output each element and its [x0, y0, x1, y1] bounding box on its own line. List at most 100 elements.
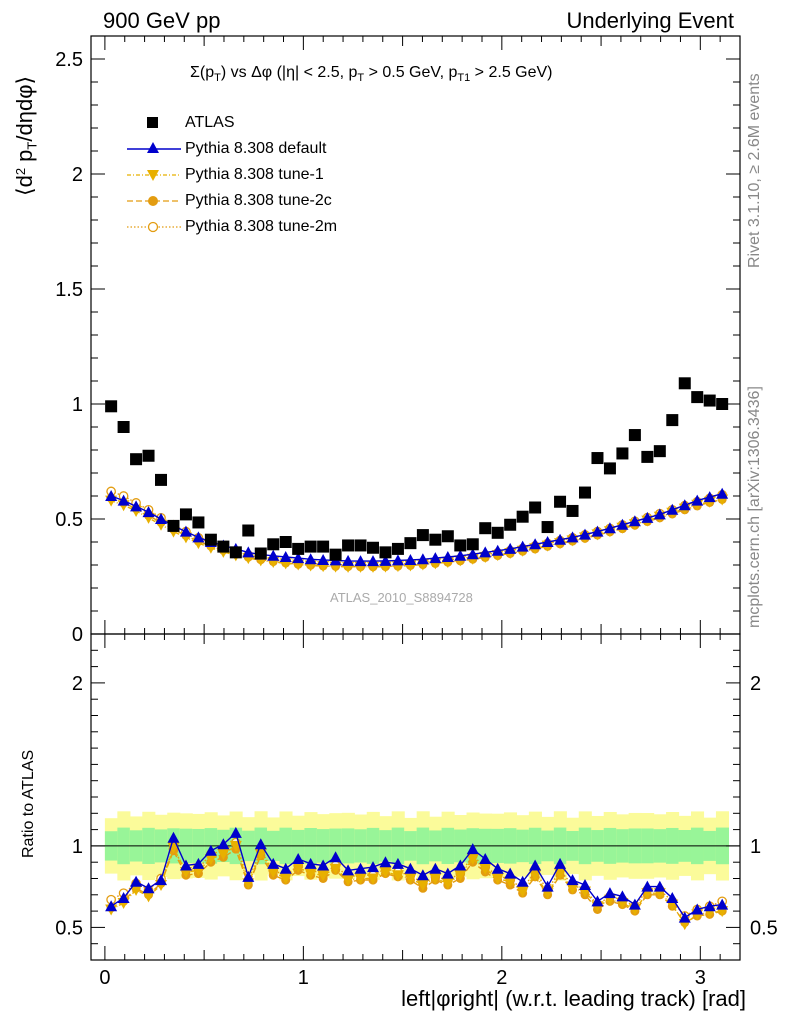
ratio-y-tick-label-right: 0.5	[750, 917, 778, 939]
ratio-data-point-s0	[317, 859, 330, 871]
main-data-point-s1	[616, 518, 629, 530]
ratio-data-point-s0	[491, 862, 504, 874]
legend-label-atlas: ATLAS	[185, 114, 235, 131]
main-data-point-s0	[267, 538, 280, 551]
ratio-data-point-s0	[578, 879, 591, 891]
ratio-y-axis-label: Ratio to ATLAS	[20, 749, 37, 858]
main-data-point-s1	[691, 494, 704, 506]
main-data-point-s0	[454, 539, 467, 552]
ratio-data-point-s0	[404, 862, 417, 874]
main-data-point-s1	[130, 500, 143, 512]
legend-open-circle-marker-icon	[125, 217, 185, 237]
main-data-point-s1	[566, 531, 579, 543]
plot-title-a-sub: T	[214, 72, 221, 85]
main-y-tick-label: 1.5	[55, 279, 83, 301]
main-data-point-s0	[603, 462, 616, 475]
ratio-data-point-s1	[454, 870, 467, 882]
main-data-point-s1	[391, 554, 404, 566]
legend-entry-atlas: ATLAS	[125, 110, 337, 136]
ratio-data-point-s1	[130, 884, 143, 896]
ratio-data-point-s0	[628, 898, 641, 910]
main-data-point-s1	[105, 490, 118, 501]
main-data-point-s0	[367, 541, 380, 554]
ratio-data-point-s0	[267, 857, 280, 869]
legend-down-triangle-marker-icon	[125, 165, 185, 185]
main-data-point-s1	[666, 503, 679, 515]
ratio-data-point-s1	[529, 870, 542, 882]
ratio-data-point-s0	[566, 874, 579, 886]
main-data-point-s1	[541, 536, 554, 547]
mcplots-label: mcplots.cern.ch [arXiv:1306.3436]	[746, 386, 763, 628]
ratio-data-point-s1	[367, 873, 380, 885]
main-data-point-s1	[292, 552, 305, 564]
ratio-data-point-s0	[242, 870, 255, 882]
ratio-data-point-s0	[603, 887, 616, 899]
main-data-point-s1	[441, 550, 454, 562]
main-data-point-s1	[342, 554, 355, 566]
main-data-point-s0	[242, 524, 255, 537]
main-data-point-s1	[653, 508, 666, 520]
main-data-point-s1	[454, 549, 467, 561]
ratio-data-point-s0	[279, 862, 292, 874]
main-data-point-s0	[142, 449, 155, 462]
main-data-point-s1	[504, 542, 517, 554]
ratio-data-point-s0	[529, 859, 542, 871]
main-data-point-s1	[516, 540, 529, 552]
ratio-data-point-s1	[217, 849, 230, 861]
ratio-data-point-s0	[304, 857, 317, 869]
rivet-version-label: Rivet 3.1.10, ≥ 2.6M events	[746, 73, 763, 268]
analysis-watermark: ATLAS_2010_S8894728	[330, 590, 473, 605]
main-data-point-s1	[267, 549, 280, 561]
main-data-point-s1	[578, 528, 591, 540]
ratio-data-point-s0	[117, 892, 130, 904]
ratio-data-point-s1	[391, 870, 404, 882]
main-data-point-s0	[317, 540, 330, 553]
main-y-axis-label: ⟨d2 pT/dηdφ⟩	[12, 76, 40, 196]
main-data-point-s0	[479, 522, 492, 535]
main-data-point-s0	[578, 486, 591, 499]
ratio-data-point-s0	[367, 861, 380, 873]
header-right: Underlying Event	[566, 8, 734, 33]
ratio-plot-frame	[90, 633, 741, 961]
ratio-data-point-s0	[504, 867, 517, 879]
main-y-label-c: /dηdφ⟩	[12, 75, 37, 142]
ratio-data-point-s1	[504, 876, 517, 888]
main-data-point-s1	[479, 546, 492, 558]
main-data-point-s0	[254, 547, 267, 560]
ratio-data-point-s0	[192, 857, 205, 869]
main-data-point-s0	[641, 450, 654, 463]
plot-title-a: Σ(p	[190, 64, 215, 81]
ratio-data-point-s0	[342, 864, 355, 876]
ratio-data-point-s0	[591, 895, 604, 907]
ratio-data-point-s0	[678, 911, 691, 923]
main-data-point-s1	[354, 555, 367, 567]
main-data-point-s1	[678, 499, 691, 511]
legend-circle-marker-icon	[125, 191, 185, 211]
main-data-point-s0	[117, 421, 130, 433]
ratio-y-tick-label: 0.5	[55, 917, 83, 939]
ratio-data-point-s0	[554, 857, 567, 869]
main-data-point-s0	[429, 533, 442, 546]
main-data-point-s0	[616, 447, 629, 460]
main-data-point-s0	[329, 548, 342, 561]
ratio-data-point-s1	[516, 886, 529, 898]
main-data-point-s0	[491, 526, 504, 539]
ratio-data-point-s0	[441, 867, 454, 879]
x-axis-label: left|φright| (w.r.t. leading track) [rad…	[401, 986, 746, 1011]
ratio-data-point-s1	[292, 862, 305, 874]
main-data-point-s0	[591, 452, 604, 465]
ratio-data-point-s0	[653, 880, 666, 892]
legend-label-tune-2c: Pythia 8.308 tune-2c	[185, 192, 332, 209]
ratio-data-point-s1	[491, 873, 504, 885]
main-data-point-s1	[554, 533, 567, 545]
main-data-point-s1	[591, 525, 604, 537]
main-data-point-s0	[628, 429, 641, 442]
ratio-data-point-s1	[404, 873, 417, 885]
main-data-point-s1	[279, 550, 292, 562]
main-data-point-s1	[416, 553, 429, 565]
ratio-data-point-s1	[441, 878, 454, 890]
ratio-data-point-s0	[416, 869, 429, 881]
x-tick-label: 1	[298, 967, 309, 989]
main-data-point-s1	[192, 531, 205, 543]
ratio-data-point-s1	[142, 891, 155, 903]
